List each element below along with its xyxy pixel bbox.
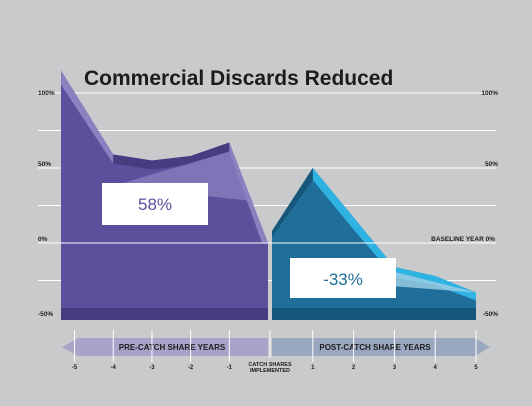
pre-area-highlight	[61, 70, 114, 164]
x-tick-label: 4	[434, 365, 438, 371]
y-tick-label-left: 0%	[38, 236, 48, 243]
y-tick-label-left: 50%	[38, 161, 51, 168]
x-tick-label: -4	[111, 365, 117, 371]
post-percent-box	[290, 258, 396, 298]
y-tick-label-left: -50%	[38, 311, 53, 318]
y-tick-label-right: 50%	[485, 161, 498, 168]
post-area-wedge	[369, 265, 476, 293]
x-tick-label: -5	[72, 365, 78, 371]
y-tick-label-right: 100%	[481, 90, 498, 97]
pre-percent-box	[102, 183, 208, 225]
post-area-left-edge	[272, 168, 313, 237]
x-tick-label: -1	[227, 365, 233, 371]
x-tick-label: 5	[474, 365, 478, 371]
x-ticks: -5 -4 -3 -2 -1 1 2 3 4 5	[72, 330, 478, 371]
x-tick-label: 1	[311, 365, 315, 371]
y-tick-labels: 100% 100% 50% 50% 0% -50% -50%	[38, 90, 498, 318]
pre-area-ridge	[113, 142, 230, 170]
x-tick-label: -3	[149, 365, 155, 371]
pre-area-edge	[229, 142, 268, 243]
x-tick-label: 2	[352, 365, 356, 371]
post-percent-label: -33%	[323, 270, 363, 289]
implemented-label: IMPLEMENTED	[250, 368, 290, 374]
x-tick-label: 3	[393, 365, 397, 371]
timeline: PRE-CATCH SHARE YEARS POST-CATCH SHARE Y…	[62, 330, 490, 374]
callouts: 58% -33%	[102, 183, 396, 298]
catch-shares-label: CATCH SHARES	[248, 362, 292, 368]
pre-area-base	[61, 308, 268, 320]
y-tick-label-left: 100%	[38, 90, 55, 97]
baseline-label: BASELINE YEAR 0%	[431, 236, 495, 243]
y-tick-label-right: -50%	[483, 311, 498, 318]
post-area-base	[272, 308, 476, 320]
chart-title: Commercial Discards Reduced	[84, 67, 393, 90]
x-tick-label: -2	[188, 365, 194, 371]
post-period-label: POST-CATCH SHARE YEARS	[319, 343, 431, 352]
pre-percent-label: 58%	[138, 195, 172, 214]
pre-period-label: PRE-CATCH SHARE YEARS	[119, 343, 226, 352]
